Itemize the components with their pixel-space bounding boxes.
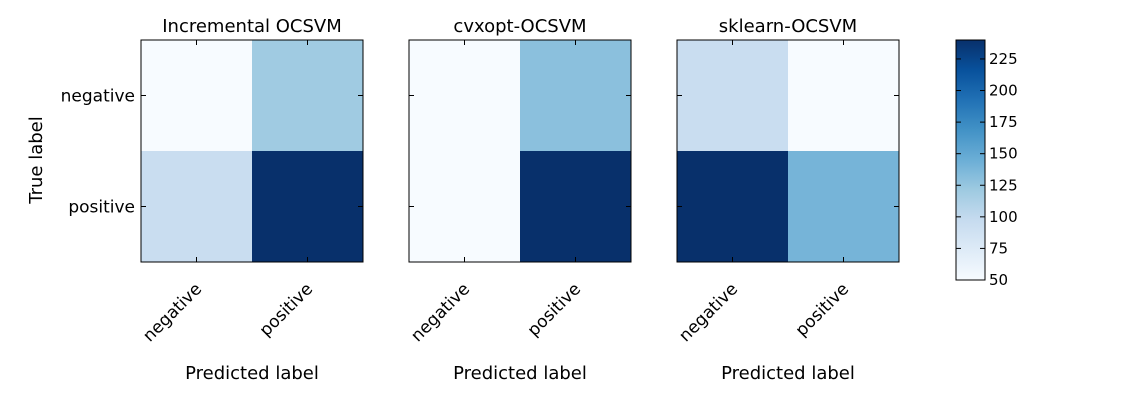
colorbar: 50 75 100 125 150 175 200 225: [955, 39, 1018, 289]
panel-2: cvxopt-OCSVM negative positive Predicted la…: [407, 16, 632, 384]
heatmap-cell: [141, 151, 253, 263]
y-tick-label: positive: [68, 198, 135, 218]
colorbar-tick-label: 50: [989, 271, 1008, 289]
x-axis-label: Predicted label: [185, 363, 319, 384]
colorbar-tick-label: 125: [989, 176, 1018, 194]
heatmap-cell: [788, 40, 900, 152]
panel-frame: [408, 39, 632, 263]
panel-1: Incremental OCSVM negative positive negativ…: [61, 16, 364, 384]
panel-title: cvxopt-OCSVM: [453, 16, 586, 37]
heatmap-cell: [520, 151, 632, 263]
colorbar-tick-label: 75: [989, 239, 1008, 257]
heatmap-cell: [252, 40, 364, 152]
x-axis-label: Predicted label: [453, 363, 587, 384]
x-tick-label: positive: [256, 279, 317, 340]
colorbar-tick-label: 175: [989, 113, 1018, 131]
x-tick-label: negative: [407, 279, 474, 346]
heatmap-cell: [677, 40, 789, 152]
y-axis-label: True label: [26, 116, 47, 205]
panel-title: Incremental OCSVM: [162, 16, 342, 37]
heatmap-cell: [520, 40, 632, 152]
heatmap-cell: [252, 151, 364, 263]
y-tick-label: negative: [61, 87, 135, 107]
panel-frame: [140, 39, 364, 263]
heatmap-cell: [409, 151, 521, 263]
colorbar-gradient: [956, 40, 985, 280]
x-tick-label: negative: [139, 279, 206, 346]
panel-3: sklearn-OCSVM negative positive Predicted l…: [675, 16, 900, 384]
colorbar-tick-label: 150: [989, 145, 1018, 163]
x-tick-label: negative: [675, 279, 742, 346]
heatmap-cell: [141, 40, 253, 152]
x-axis-label: Predicted label: [721, 363, 855, 384]
heatmap-cell: [677, 151, 789, 263]
heatmap-cell: [788, 151, 900, 263]
colorbar-tick-label: 100: [989, 208, 1018, 226]
heatmap-cell: [409, 40, 521, 152]
x-tick-label: positive: [524, 279, 585, 340]
x-tick-label: positive: [792, 279, 853, 340]
colorbar-frame: [955, 39, 986, 281]
colorbar-tick-label: 225: [989, 50, 1018, 68]
panel-title: sklearn-OCSVM: [719, 16, 857, 37]
colorbar-tick-label: 200: [989, 82, 1018, 100]
panel-frame: [676, 39, 900, 263]
